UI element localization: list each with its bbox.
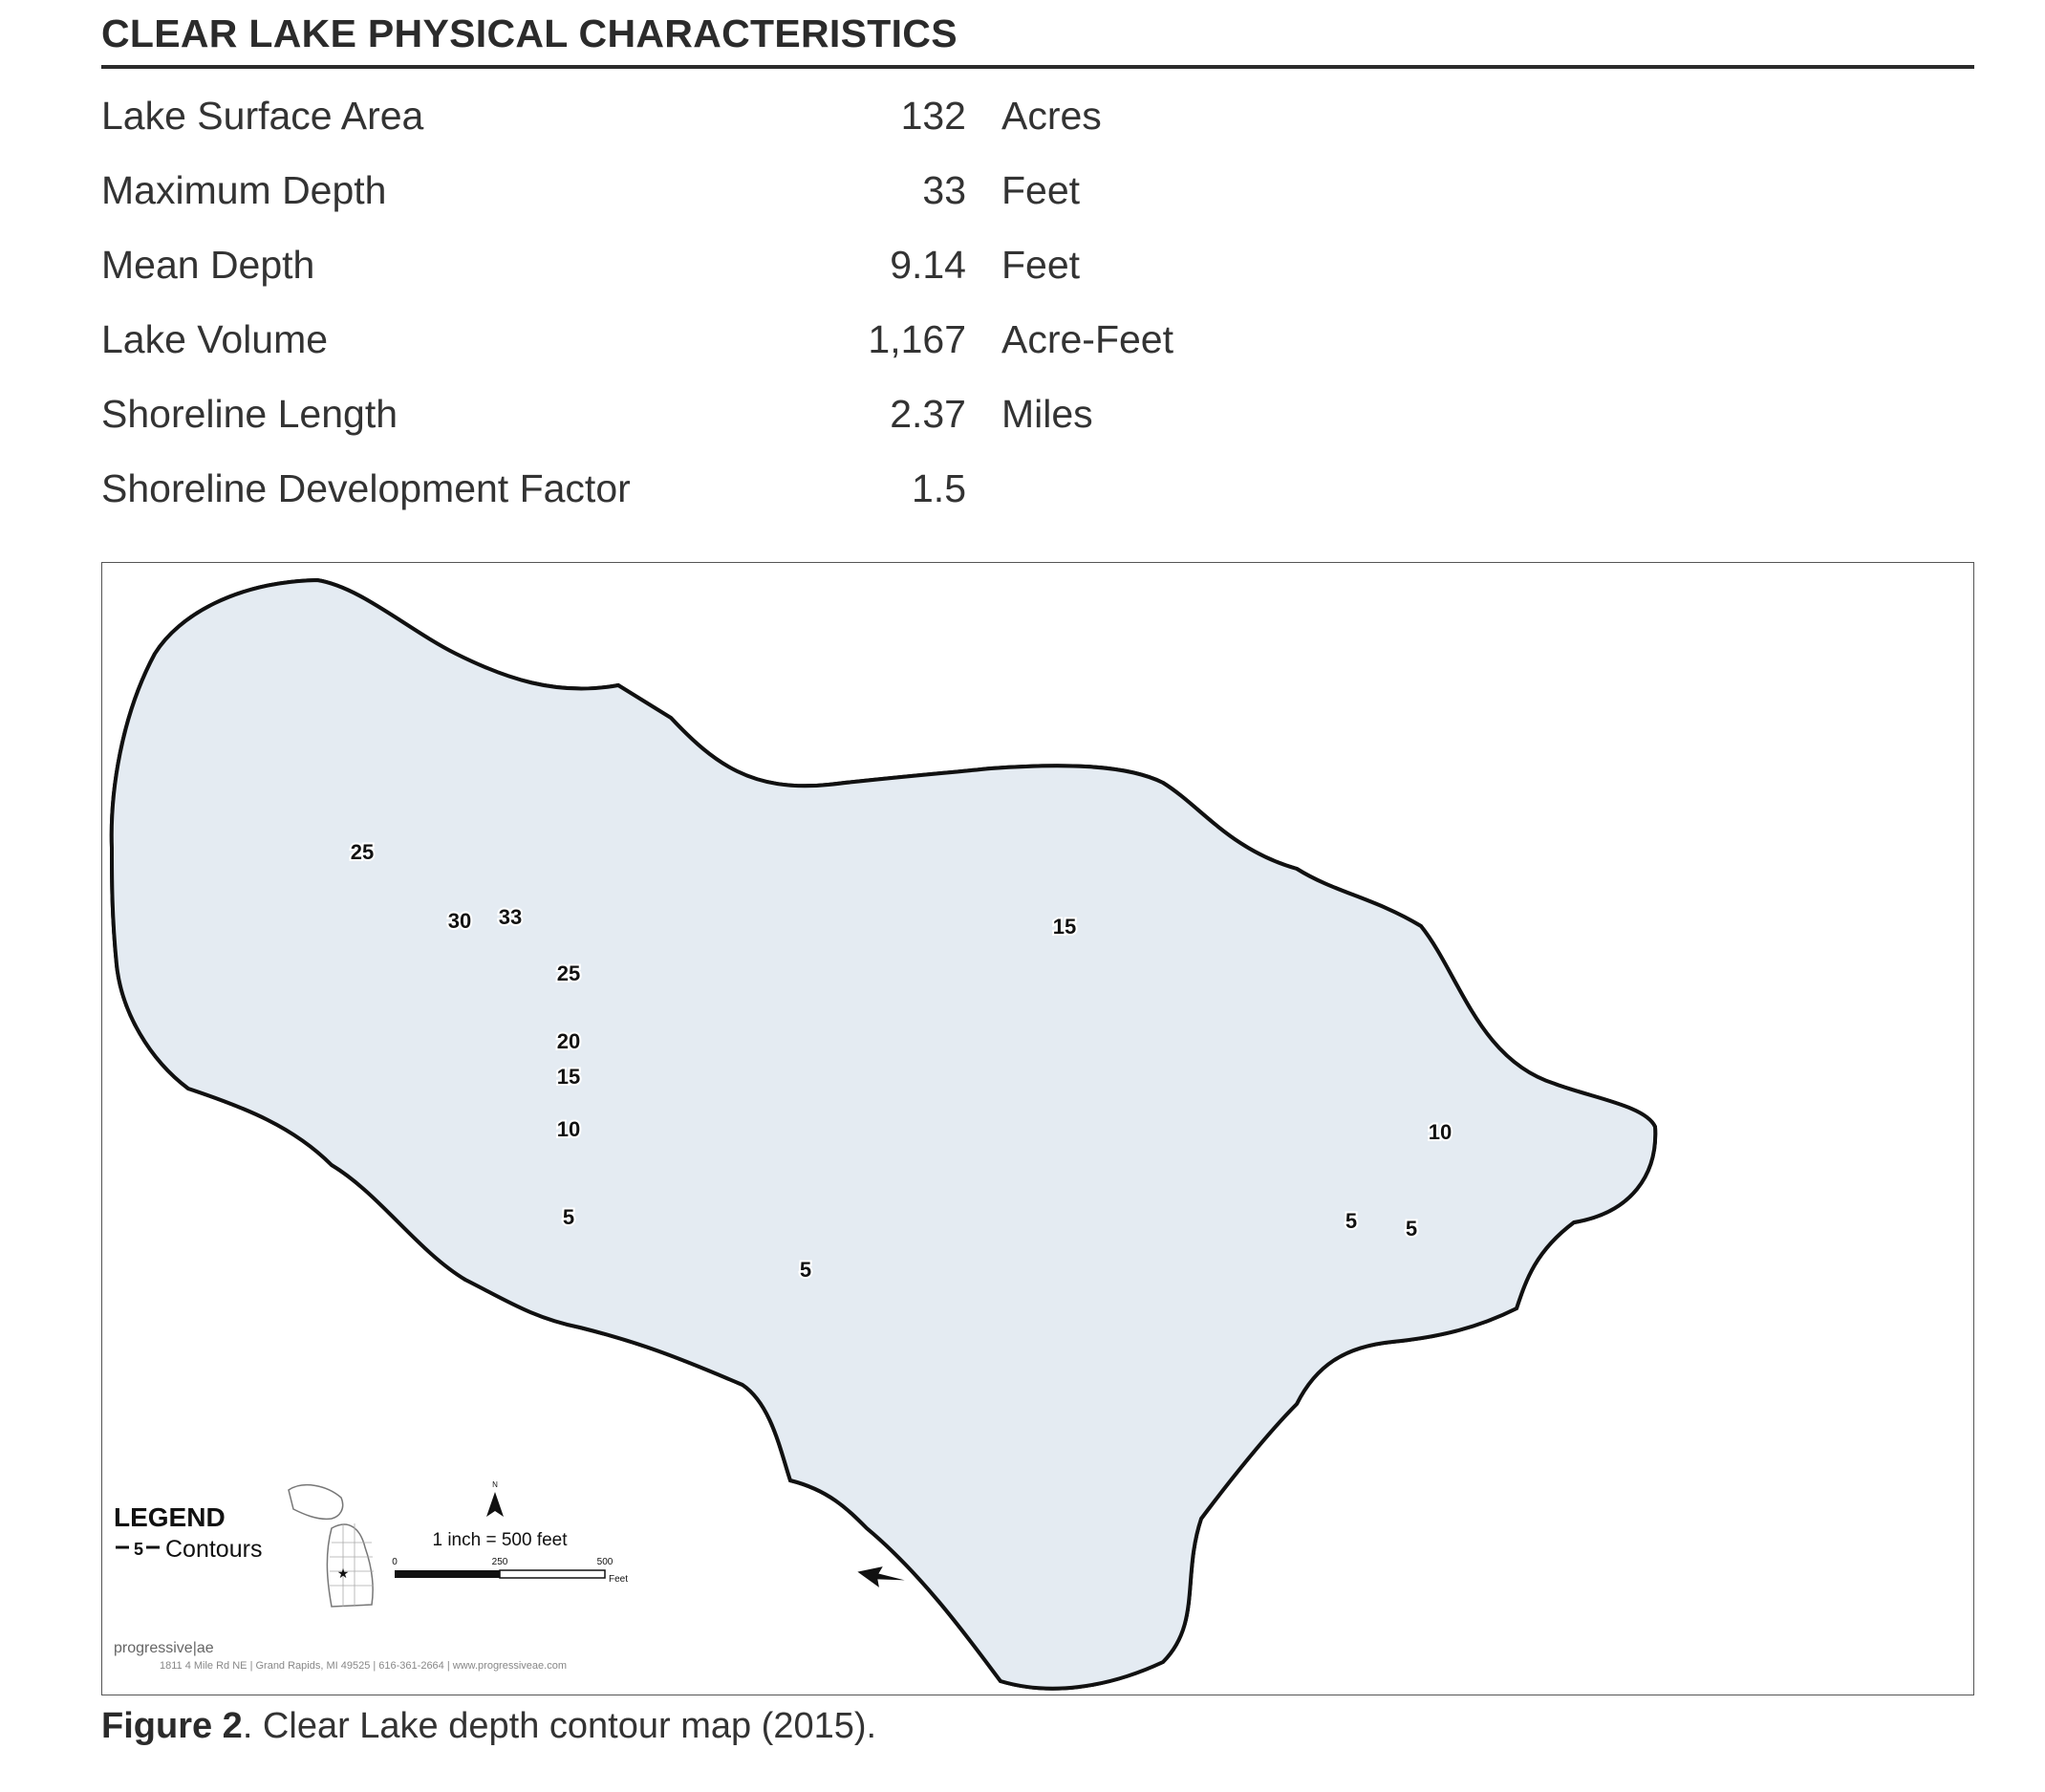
north-label: N: [492, 1480, 498, 1489]
property-value: 132: [900, 94, 966, 138]
property-value: 9.14: [890, 243, 966, 287]
legend-contour-label: Contours: [165, 1536, 262, 1563]
legend-contour-sample: 5: [134, 1540, 143, 1559]
scale-bar-black: [395, 1570, 500, 1578]
property-unit: Miles: [1001, 392, 1093, 436]
figure-caption: Figure 2. Clear Lake depth contour map (…: [101, 1706, 876, 1747]
property-unit: Acre-Feet: [1001, 317, 1173, 361]
property-unit: Feet: [1001, 168, 1081, 212]
property-row: Shoreline Length 2.37 Miles: [101, 377, 1344, 451]
contour-label: 5: [1406, 1217, 1417, 1241]
contour-label: 10: [557, 1117, 580, 1141]
property-unit: Acres: [1001, 94, 1102, 138]
contour-label: 10: [1429, 1120, 1452, 1144]
contour-label: 30: [448, 909, 471, 933]
property-unit: Feet: [1001, 243, 1081, 287]
contour-label: 25: [557, 961, 580, 985]
contour-label: 15: [1053, 915, 1076, 939]
property-row: Maximum Depth 33 Feet: [101, 153, 1344, 227]
scale-unit: Feet: [609, 1574, 628, 1585]
depth-contour-map: 25 30 33 25 20 15 10 5 5 15 10 5 5 LEGEN…: [101, 562, 1974, 1695]
contour-label: 5: [800, 1258, 811, 1282]
property-row: Lake Volume 1,167 Acre-Feet: [101, 302, 1344, 377]
scale-tick: 0: [392, 1557, 398, 1567]
property-value: 33: [922, 168, 966, 212]
firm-address: 1811 4 Mile Rd NE | Grand Rapids, MI 495…: [160, 1660, 567, 1672]
scale-tick: 500: [597, 1557, 614, 1567]
north-arrow-icon: [486, 1492, 504, 1517]
property-row: Mean Depth 9.14 Feet: [101, 227, 1344, 302]
contour-label: 5: [563, 1205, 574, 1229]
contour-label: 33: [499, 905, 522, 929]
property-label: Lake Surface Area: [101, 94, 424, 138]
firm-logo: progressive|ae: [114, 1640, 214, 1656]
contour-label: 15: [557, 1065, 580, 1089]
property-row: Lake Surface Area 132 Acres: [101, 78, 1344, 153]
inlet-arrow-icon: [857, 1566, 905, 1587]
property-label: Mean Depth: [101, 243, 315, 287]
legend-title: LEGEND: [114, 1502, 226, 1532]
property-row: Shoreline Development Factor 1.5: [101, 451, 1344, 526]
heading-rule: [101, 65, 1974, 69]
contour-label: 5: [1345, 1209, 1357, 1233]
properties-table: Lake Surface Area 132 Acres Maximum Dept…: [101, 78, 1344, 526]
figure-caption-text: . Clear Lake depth contour map (2015).: [242, 1706, 877, 1746]
svg-text:★: ★: [337, 1565, 350, 1581]
property-label: Lake Volume: [101, 317, 329, 361]
property-label: Maximum Depth: [101, 168, 387, 212]
property-value: 1.5: [912, 466, 966, 510]
property-value: 2.37: [890, 392, 966, 436]
property-value: 1,167: [868, 317, 966, 361]
michigan-locator-icon: ★: [288, 1483, 374, 1608]
contour-label: 20: [557, 1029, 580, 1053]
property-label: Shoreline Development Factor: [101, 466, 631, 510]
figure-number: Figure 2: [101, 1706, 243, 1746]
section-heading: CLEAR LAKE PHYSICAL CHARACTERISTICS: [101, 11, 958, 55]
contour-label: 25: [351, 840, 374, 864]
map-svg: 25 30 33 25 20 15 10 5 5 15 10 5 5 LEGEN…: [109, 577, 1658, 1691]
property-label: Shoreline Length: [101, 392, 398, 436]
scale-ratio: 1 inch = 500 feet: [432, 1530, 568, 1550]
scale-bar-white: [499, 1569, 606, 1579]
scale-tick: 250: [492, 1557, 508, 1567]
